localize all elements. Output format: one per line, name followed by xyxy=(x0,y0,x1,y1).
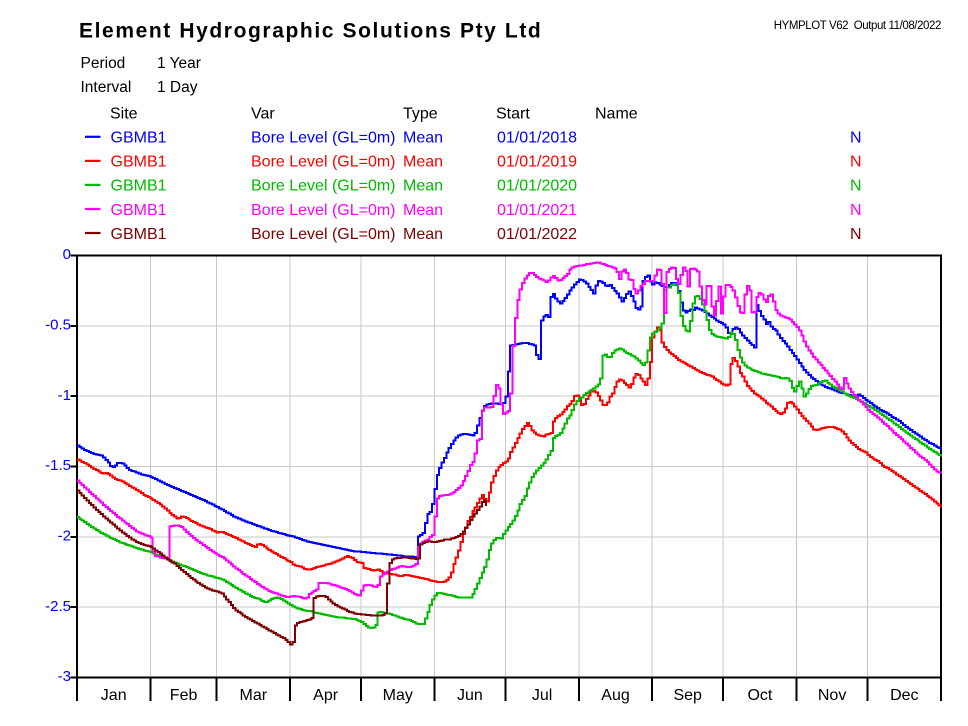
svg-text:Feb: Feb xyxy=(170,687,198,704)
svg-text:N: N xyxy=(850,226,862,243)
svg-text:01/01/2019: 01/01/2019 xyxy=(497,154,577,171)
svg-text:N: N xyxy=(850,202,862,219)
svg-text:GBMB1: GBMB1 xyxy=(111,226,167,243)
svg-text:01/01/2020: 01/01/2020 xyxy=(497,178,577,195)
svg-text:01/01/2022: 01/01/2022 xyxy=(497,226,577,243)
svg-text:HYMPLOT V62 Output 11/08/2022: HYMPLOT V62 Output 11/08/2022 xyxy=(774,20,941,32)
svg-text:1 Year: 1 Year xyxy=(157,55,201,72)
svg-text:Element Hydrographic Solutions: Element Hydrographic Solutions Pty Ltd xyxy=(79,19,542,42)
svg-text:Apr: Apr xyxy=(313,687,339,704)
svg-text:-0.5: -0.5 xyxy=(45,317,71,334)
svg-text:Mean: Mean xyxy=(403,154,443,171)
svg-text:Bore Level (GL=0m): Bore Level (GL=0m) xyxy=(251,154,396,171)
svg-text:-2.5: -2.5 xyxy=(45,598,71,615)
svg-text:1 Day: 1 Day xyxy=(157,79,198,96)
svg-text:Dec: Dec xyxy=(890,687,918,704)
svg-text:Var: Var xyxy=(251,105,275,122)
svg-text:Sep: Sep xyxy=(673,687,702,704)
svg-text:-2: -2 xyxy=(58,528,71,545)
svg-text:May: May xyxy=(383,687,413,704)
svg-text:Site: Site xyxy=(110,105,138,122)
svg-text:Mean: Mean xyxy=(403,202,443,219)
svg-text:Mean: Mean xyxy=(403,226,443,243)
svg-text:Name: Name xyxy=(595,105,638,122)
svg-text:Start: Start xyxy=(496,105,530,122)
svg-text:Bore Level (GL=0m): Bore Level (GL=0m) xyxy=(251,202,396,219)
svg-text:N: N xyxy=(850,154,862,171)
svg-text:01/01/2018: 01/01/2018 xyxy=(497,130,577,147)
svg-text:Bore Level (GL=0m): Bore Level (GL=0m) xyxy=(251,130,396,147)
svg-text:Type: Type xyxy=(403,105,438,122)
svg-text:01/01/2021: 01/01/2021 xyxy=(497,202,577,219)
svg-text:Period: Period xyxy=(81,55,126,72)
svg-text:-1: -1 xyxy=(58,387,71,404)
svg-text:Bore Level (GL=0m): Bore Level (GL=0m) xyxy=(251,178,396,195)
svg-text:GBMB1: GBMB1 xyxy=(111,202,167,219)
svg-text:Jul: Jul xyxy=(532,687,552,704)
svg-text:-3: -3 xyxy=(58,668,71,685)
svg-text:Aug: Aug xyxy=(601,687,629,704)
svg-text:GBMB1: GBMB1 xyxy=(111,154,167,171)
svg-text:Nov: Nov xyxy=(818,687,846,704)
svg-text:N: N xyxy=(850,130,862,147)
svg-text:Interval: Interval xyxy=(81,79,132,96)
svg-text:Jan: Jan xyxy=(101,687,127,704)
svg-text:0: 0 xyxy=(63,246,71,263)
svg-text:Mean: Mean xyxy=(403,130,443,147)
svg-text:Oct: Oct xyxy=(747,687,772,704)
svg-text:GBMB1: GBMB1 xyxy=(111,130,167,147)
svg-text:-1.5: -1.5 xyxy=(45,457,71,474)
svg-text:N: N xyxy=(850,178,862,195)
svg-text:GBMB1: GBMB1 xyxy=(111,178,167,195)
svg-text:Mean: Mean xyxy=(403,178,443,195)
svg-text:Bore Level (GL=0m): Bore Level (GL=0m) xyxy=(251,226,396,243)
svg-text:Mar: Mar xyxy=(240,687,268,704)
svg-text:Jun: Jun xyxy=(457,687,483,704)
